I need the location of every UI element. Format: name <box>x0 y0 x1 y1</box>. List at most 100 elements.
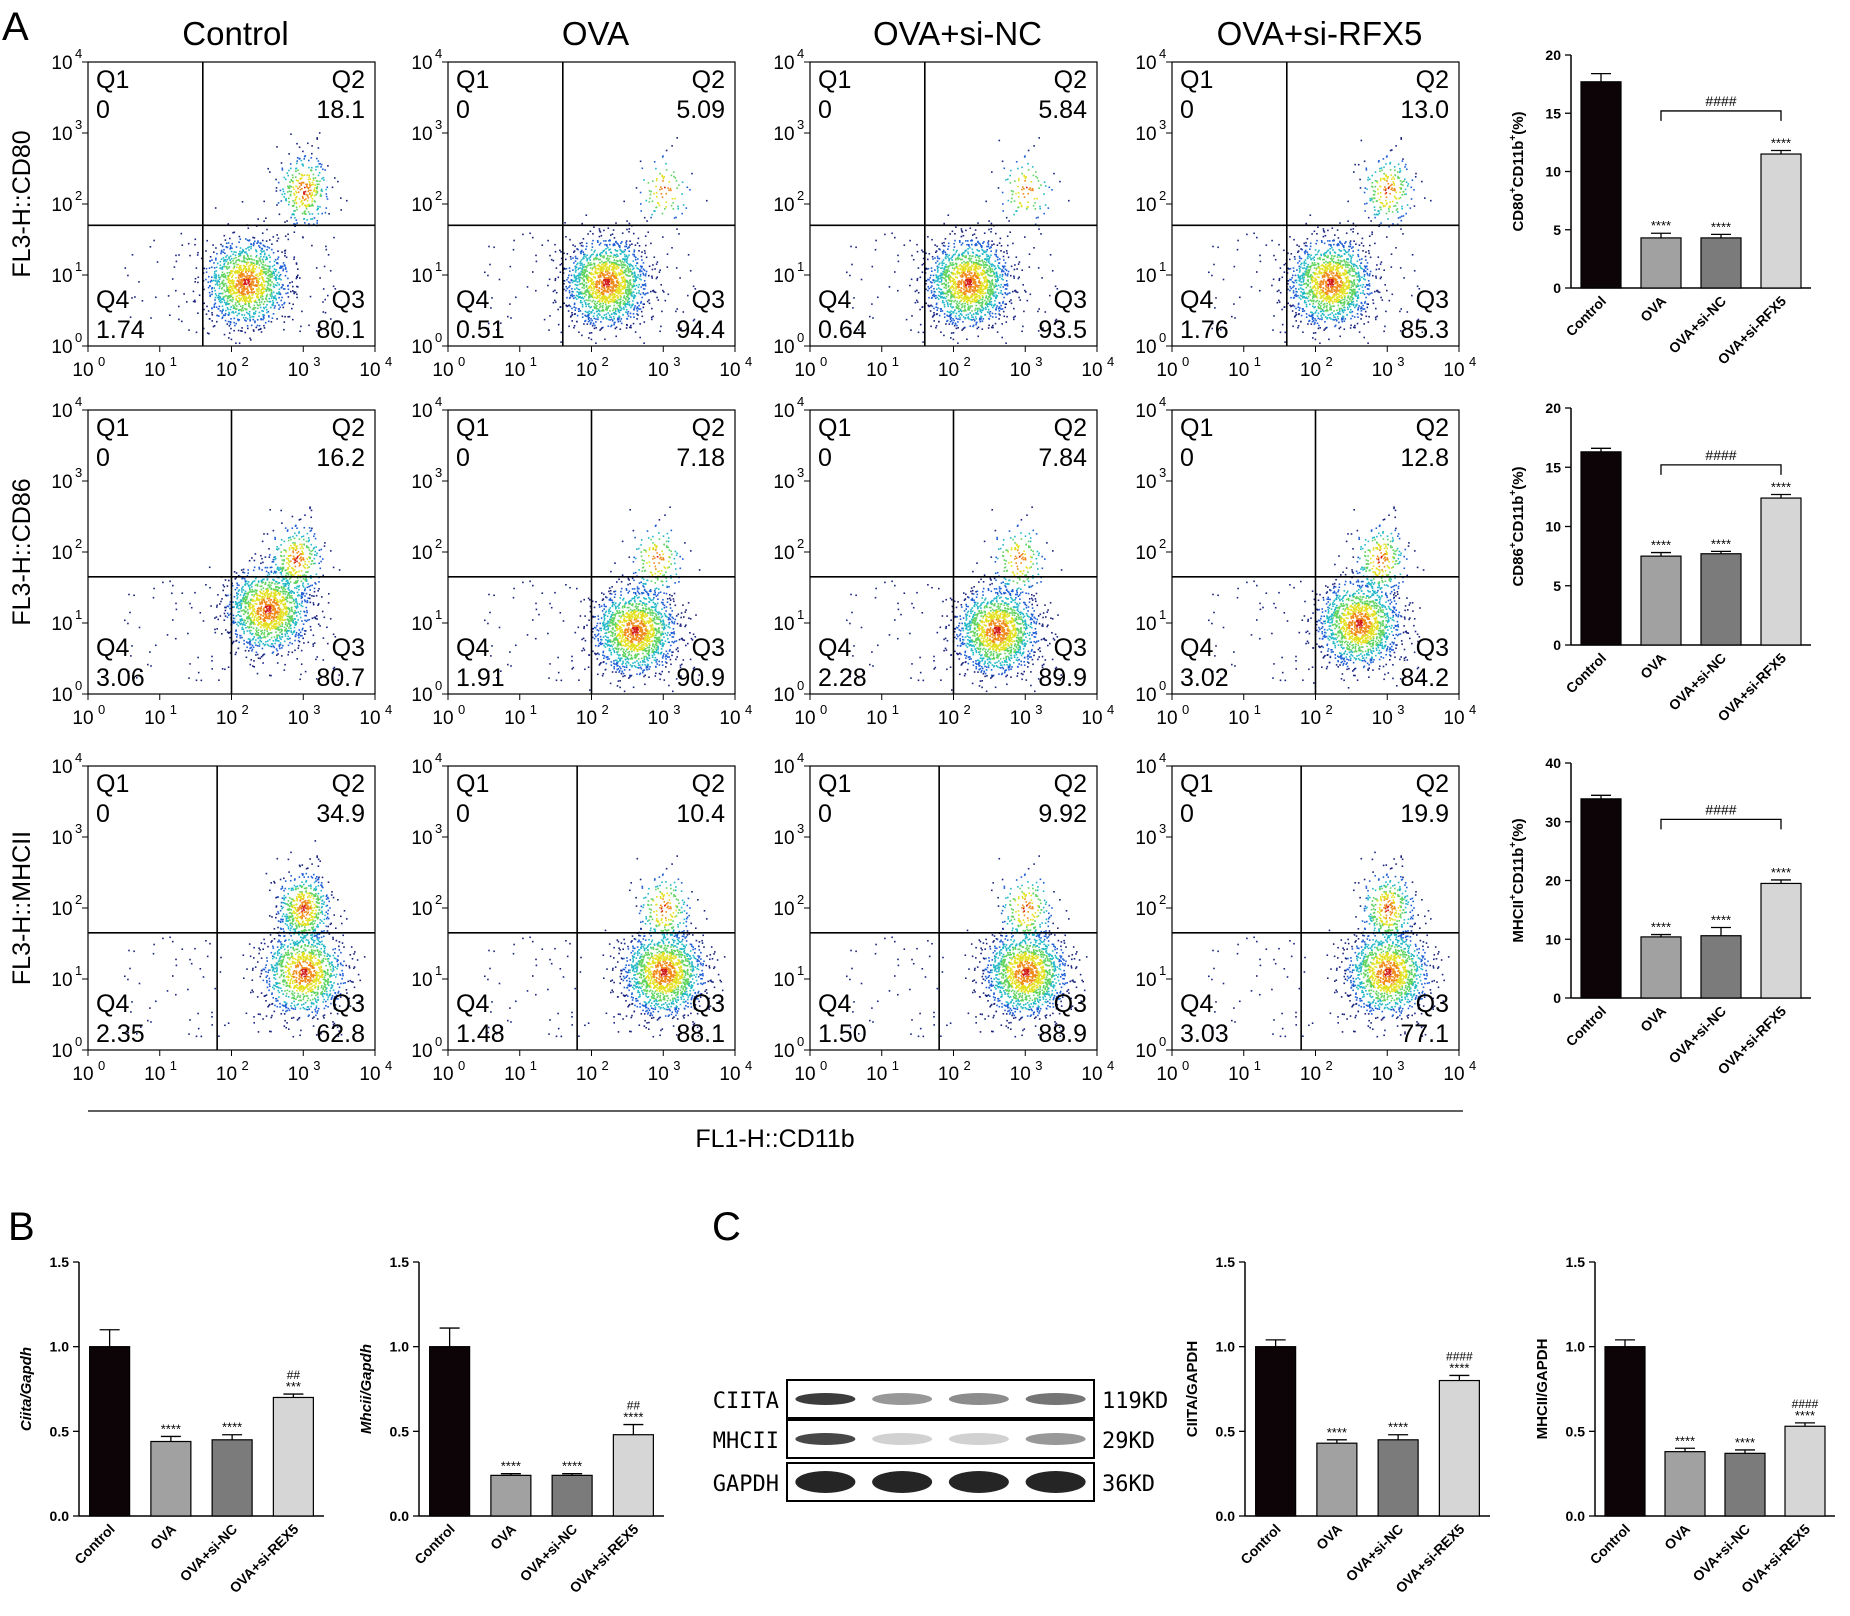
event-dot <box>909 239 911 242</box>
event-dot <box>599 258 601 261</box>
event-dot <box>253 278 256 280</box>
event-dot <box>595 342 597 344</box>
event-dot <box>950 305 952 308</box>
event-dot <box>1018 296 1020 299</box>
event-dot <box>681 193 683 195</box>
event-dot <box>973 262 975 265</box>
event-dot <box>592 292 595 295</box>
event-dot <box>981 248 983 251</box>
event-dot <box>978 250 981 252</box>
event-dot <box>235 284 238 287</box>
event-dot <box>947 282 950 284</box>
event-dot <box>619 248 621 251</box>
event-dot <box>991 326 993 329</box>
event-dot <box>252 270 254 272</box>
event-dot <box>631 243 633 245</box>
event-dot <box>244 308 246 310</box>
event-dot <box>993 304 996 307</box>
event-dot <box>620 309 622 311</box>
event-dot <box>255 256 257 258</box>
event-dot <box>215 294 218 297</box>
event-dot <box>965 283 968 286</box>
event-dot <box>623 258 625 260</box>
event-dot <box>605 262 608 265</box>
event-dot <box>262 303 265 305</box>
event-dot <box>580 249 583 252</box>
event-dot <box>629 316 632 318</box>
event-dot <box>585 303 587 306</box>
event-dot <box>989 256 991 258</box>
event-dot <box>945 323 947 325</box>
event-dot <box>957 321 959 323</box>
event-dot <box>954 239 956 242</box>
event-dot <box>641 283 644 286</box>
event-dot <box>227 261 230 264</box>
event-dot <box>974 256 977 258</box>
event-dot <box>698 326 700 328</box>
event-dot <box>245 317 247 319</box>
event-dot <box>239 292 242 294</box>
event-dot <box>950 293 952 295</box>
event-dot <box>243 273 245 275</box>
event-dot <box>573 302 576 305</box>
event-dot <box>999 237 1002 240</box>
event-dot <box>989 282 992 285</box>
event-dot <box>611 299 614 301</box>
event-dot <box>238 309 240 312</box>
event-dot <box>629 312 632 315</box>
event-dot <box>611 262 613 265</box>
event-dot <box>232 253 234 256</box>
event-dot <box>671 198 674 200</box>
event-dot <box>583 280 585 283</box>
quadrant-name-q3: Q3 <box>332 286 365 314</box>
event-dot <box>941 276 944 278</box>
event-dot <box>655 206 658 209</box>
event-dot <box>253 330 255 332</box>
event-dot <box>990 254 992 257</box>
event-dot <box>603 314 606 316</box>
event-dot <box>295 262 298 264</box>
event-dot <box>311 192 313 194</box>
event-dot <box>289 185 291 187</box>
event-dot <box>258 289 260 291</box>
event-dot <box>267 310 270 313</box>
event-dot <box>593 287 595 289</box>
group-title-ova: OVA <box>562 15 629 52</box>
event-dot <box>1015 161 1018 163</box>
group-title-ova-si-rfx5: OVA+si-RFX5 <box>1217 15 1423 52</box>
event-dot <box>269 300 272 303</box>
event-dot <box>240 251 243 254</box>
event-dot <box>613 299 616 301</box>
event-dot <box>595 293 598 296</box>
event-dot <box>1028 188 1030 191</box>
event-dot <box>222 297 225 300</box>
event-dot <box>601 286 604 288</box>
event-dot <box>283 176 286 179</box>
event-dot <box>575 307 577 309</box>
event-dot <box>610 281 613 284</box>
event-dot <box>585 242 588 245</box>
event-dot <box>237 301 239 303</box>
event-dot <box>998 262 1000 265</box>
event-dot <box>985 250 988 253</box>
event-dot <box>605 251 607 253</box>
event-dot <box>257 218 259 220</box>
event-dot <box>228 303 231 305</box>
y-tick-label: 10 <box>51 124 72 145</box>
event-dot <box>1033 247 1035 249</box>
event-dot <box>275 190 278 192</box>
event-dot <box>971 298 974 300</box>
event-dot <box>587 233 589 235</box>
event-dot <box>211 312 213 314</box>
event-dot <box>249 315 251 317</box>
x-tick-label: 10 <box>648 360 669 381</box>
event-dot <box>625 245 628 248</box>
event-dot <box>995 249 998 251</box>
event-dot <box>577 268 580 271</box>
event-dot <box>233 317 236 320</box>
event-dot <box>211 307 213 310</box>
event-dot <box>288 190 291 193</box>
event-dot <box>233 251 235 253</box>
event-dot <box>605 317 607 319</box>
event-dot <box>559 271 562 273</box>
